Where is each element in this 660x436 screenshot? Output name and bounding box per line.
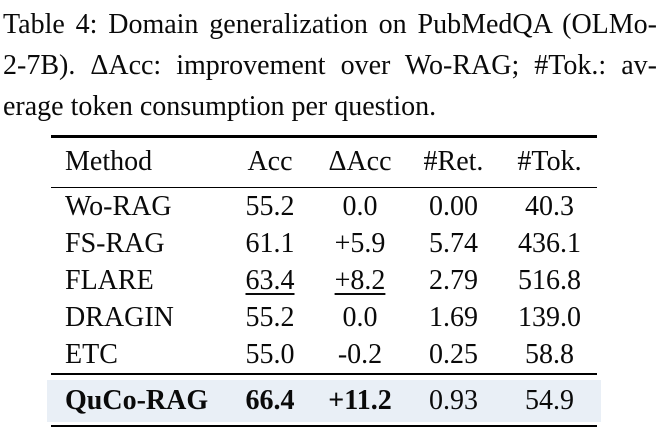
col-header-tok: #Tok.	[517, 146, 582, 177]
ret-cell: 5.74	[429, 227, 478, 259]
tok-cell: 516.8	[518, 264, 581, 296]
method-cell-bold: QuCo-RAG	[65, 384, 209, 416]
method-cell: Wo-RAG	[65, 190, 172, 222]
tok-cell: 139.0	[518, 301, 581, 333]
ret-cell: 0.25	[429, 338, 478, 370]
ret-cell: 2.79	[429, 264, 478, 296]
acc-cell: 55.2	[245, 301, 295, 333]
acc-cell: 55.2	[245, 190, 295, 222]
bottomrule	[51, 424, 597, 427]
midrule-body	[51, 373, 597, 375]
results-table: Method Acc ΔAcc #Ret. #Tok. Wo-RAG 55.2 …	[47, 135, 601, 427]
toprule	[51, 135, 597, 138]
table-caption: Table 4: Domain generalization on PubMed…	[3, 4, 657, 127]
tok-cell: 40.3	[525, 190, 574, 222]
acc-cell-underlined: 63.4	[245, 264, 295, 296]
method-cell: DRAGIN	[65, 301, 174, 333]
table-row-quco-rag-highlighted: QuCo-RAG 66.4 +11.2 0.93 54.9	[47, 379, 601, 422]
ret-cell: 0.00	[429, 190, 478, 222]
method-cell: FS-RAG	[65, 227, 165, 259]
table-row-dragin: DRAGIN 55.2 0.0 1.69 139.0	[51, 299, 597, 336]
col-header-ret: #Ret.	[423, 146, 484, 177]
caption-line-2: 2-7B). ΔAcc: improvement over Wo-RAG; #T…	[3, 50, 657, 81]
caption-line-3: erage token consumption per question.	[3, 91, 437, 122]
delta-acc-cell-bold: +11.2	[328, 384, 392, 416]
table-row-fs-rag: FS-RAG 61.1 +5.9 5.74 436.1	[51, 225, 597, 262]
midrule-header	[51, 186, 597, 188]
delta-acc-cell: -0.2	[337, 338, 383, 370]
ret-cell: 1.69	[429, 301, 478, 333]
delta-acc-cell: 0.0	[342, 190, 378, 222]
acc-cell: 55.0	[245, 338, 295, 370]
tok-cell: 54.9	[525, 384, 574, 416]
delta-acc-cell: +5.9	[334, 227, 386, 259]
table-row-flare: FLARE 63.4 +8.2 2.79 516.8	[51, 262, 597, 299]
acc-cell: 61.1	[245, 227, 295, 259]
table-row-etc: ETC 55.0 -0.2 0.25 58.8	[51, 336, 597, 373]
ret-cell: 0.93	[429, 384, 478, 416]
tok-cell: 436.1	[518, 227, 581, 259]
delta-acc-cell-underlined: +8.2	[334, 264, 386, 296]
col-header-delta-acc: ΔAcc	[328, 146, 392, 177]
caption-line-1: Table 4: Domain generalization on PubMed…	[3, 9, 657, 40]
delta-acc-cell: 0.0	[342, 301, 378, 333]
method-cell: ETC	[65, 338, 118, 370]
col-header-method: Method	[65, 146, 153, 177]
method-cell: FLARE	[65, 264, 154, 296]
col-header-acc: Acc	[247, 146, 293, 177]
header-row: Method Acc ΔAcc #Ret. #Tok.	[51, 138, 597, 187]
table-row-wo-rag: Wo-RAG 55.2 0.0 0.00 40.3	[51, 188, 597, 225]
acc-cell-bold: 66.4	[245, 384, 295, 416]
tok-cell: 58.8	[525, 338, 574, 370]
